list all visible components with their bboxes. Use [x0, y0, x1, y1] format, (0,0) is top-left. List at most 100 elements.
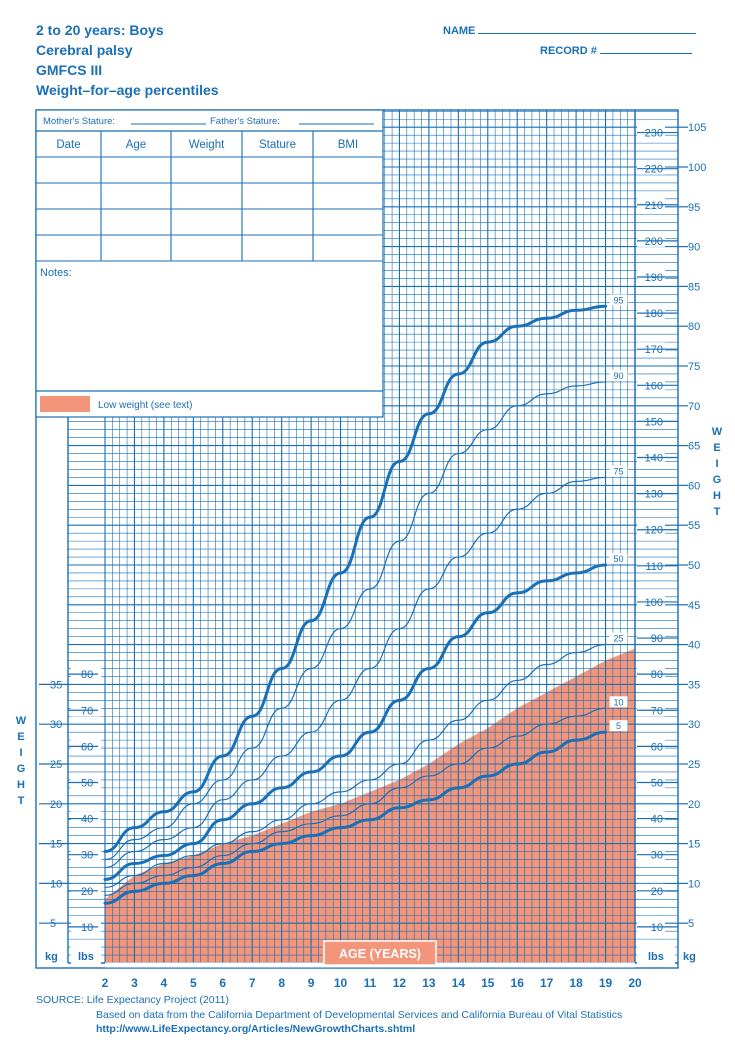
- x-tick-label: 6: [219, 976, 226, 990]
- percentile-label-75: 75: [614, 466, 624, 476]
- kg-tick-label-right: 100: [688, 162, 706, 174]
- percentile-label-bg: [609, 553, 628, 564]
- percentile-lines-layer: 95 90 75 50 25 10 5: [103, 294, 628, 905]
- source-link[interactable]: http://www.LifeExpectancy.org/Articles/N…: [96, 1023, 416, 1035]
- percentile-line-10: [104, 707, 607, 896]
- record-column-header: BMI: [338, 139, 358, 151]
- x-tick-label: 9: [308, 976, 315, 990]
- lbs-tick-label-left: 30: [81, 850, 93, 862]
- notes-label: Notes:: [40, 267, 72, 279]
- lbs-tick-label-right: 60: [651, 741, 663, 753]
- x-tick-label: 15: [481, 976, 495, 990]
- percentile-label-bg: [609, 696, 628, 708]
- kg-tick-bg: [680, 279, 706, 293]
- lbs-tick-label-right: 200: [645, 236, 663, 248]
- kg-tick-label-right: 40: [688, 640, 700, 652]
- record-column-header: Date: [56, 139, 80, 151]
- x-tick-label: 5: [190, 976, 197, 990]
- percentile-label-90: 90: [614, 371, 624, 381]
- x-tick-label: 19: [599, 976, 613, 990]
- kg-tick-bg: [680, 438, 706, 452]
- kg-tick-bg: [680, 916, 706, 930]
- name-line[interactable]: [478, 24, 697, 34]
- kg-tick-label-right: 5: [688, 918, 694, 930]
- record-box: [35, 109, 384, 418]
- source-line-2: Based on data from the California Depart…: [96, 1009, 623, 1021]
- x-tick-label: 16: [511, 976, 525, 990]
- kg-tick-label-right: 15: [688, 839, 700, 851]
- kg-tick-label-right: 55: [688, 520, 700, 532]
- x-tick-label: 12: [393, 976, 407, 990]
- percentile-label-25: 25: [614, 634, 624, 644]
- lbs-tick-label-left: 40: [81, 814, 93, 826]
- lbs-tick-label-right: 20: [651, 886, 663, 898]
- record-table: Date Age Weight Stature BMI: [36, 131, 383, 262]
- name-field[interactable]: NAME: [443, 24, 697, 37]
- x-axis-label: AGE (YEARS): [339, 947, 421, 961]
- percentile-label-bg: [609, 294, 628, 306]
- kg-tick-bg: [680, 160, 706, 173]
- lbs-tick-label-right: 230: [645, 128, 663, 140]
- kg-tick-bg: [680, 757, 706, 770]
- chart-title-line-4: Weight–for–age percentiles: [36, 82, 219, 98]
- percentile-line-75: [104, 476, 607, 869]
- kg-tick-label-right: 50: [688, 560, 700, 572]
- kg-tick-bg: [680, 199, 706, 213]
- kg-tick-label-left: 10: [50, 878, 62, 890]
- legend-label: Low weight (see text): [98, 400, 193, 411]
- kg-tick-label-right: 105: [688, 122, 706, 134]
- record-field[interactable]: RECORD #: [540, 44, 692, 57]
- kg-tick-bg: [680, 677, 706, 691]
- lbs-tick-label-right: 100: [645, 597, 663, 609]
- percentile-label-5: 5: [616, 721, 621, 731]
- kg-tick-bg: [680, 239, 706, 253]
- kg-tick-bg: [680, 120, 706, 134]
- kg-tick-label-left: 20: [50, 799, 62, 811]
- lbs-tick-label-right: 170: [645, 344, 663, 356]
- kg-tick-label-right: 80: [688, 321, 700, 333]
- kg-tick-label-right: 75: [688, 361, 700, 373]
- lbs-tick-label-right: 90: [651, 633, 663, 645]
- lbs-tick-label-right: 30: [651, 850, 663, 862]
- lbs-tick-label-left: 70: [81, 705, 93, 717]
- percentile-label-bg: [609, 632, 628, 644]
- x-tick-label: 2: [102, 976, 109, 990]
- x-tick-label: 17: [540, 976, 554, 990]
- kg-tick-bg: [680, 836, 706, 850]
- x-tick-label: 13: [422, 976, 436, 990]
- x-tick-label: 18: [569, 976, 583, 990]
- x-tick-label: 14: [452, 976, 466, 990]
- kg-tick-label-right: 25: [688, 759, 700, 771]
- lbs-tick-label-right: 130: [645, 489, 663, 501]
- kg-tick-label-right: 45: [688, 600, 700, 612]
- kg-tick-bg: [680, 637, 706, 651]
- lbs-tick-label-right: 10: [651, 922, 663, 934]
- lbs-tick-label-right: 160: [645, 380, 663, 392]
- percentile-label-bg: [609, 720, 628, 732]
- kg-tick-label-left: 15: [50, 839, 62, 851]
- chart-title-line-1: 2 to 20 years: Boys: [36, 22, 164, 38]
- lbs-tick-label-right: 220: [645, 164, 663, 176]
- record-label: RECORD #: [540, 45, 597, 57]
- kg-tick-bg: [680, 398, 706, 412]
- kg-unit-left: kg: [45, 951, 58, 963]
- kg-tick-label-left: 5: [50, 918, 56, 930]
- legend-swatch: [40, 396, 90, 412]
- x-tick-label: 4: [161, 976, 168, 990]
- mother-stature-label: Mother's Stature:: [43, 116, 115, 127]
- lbs-tick-label-right: 40: [651, 814, 663, 826]
- percentile-line-50: [103, 563, 608, 881]
- lbs-tick-label-left: 80: [81, 669, 93, 681]
- record-line[interactable]: [599, 44, 692, 54]
- percentile-label-10: 10: [614, 697, 624, 707]
- lbs-tick-label-right: 190: [645, 272, 663, 284]
- kg-tick-label-right: 65: [688, 441, 700, 453]
- kg-tick-label-left: 30: [50, 719, 62, 731]
- percentile-line-90: [104, 381, 607, 861]
- kg-tick-bg: [680, 796, 706, 810]
- x-axis-label-box: [323, 940, 437, 966]
